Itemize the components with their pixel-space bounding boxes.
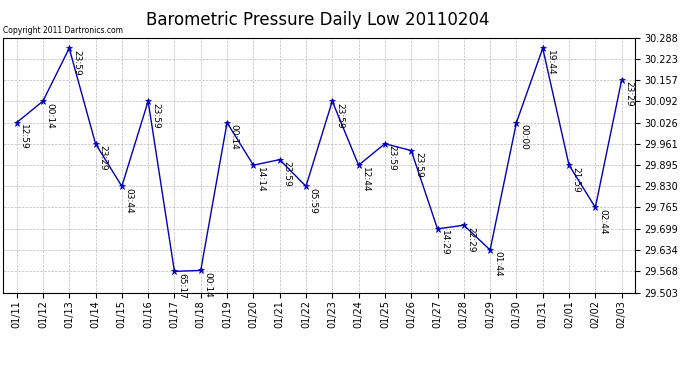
- Text: 23:59: 23:59: [335, 102, 344, 128]
- Text: 23:59: 23:59: [151, 102, 160, 128]
- Text: 21:59: 21:59: [572, 166, 581, 192]
- Text: 03:44: 03:44: [125, 188, 134, 213]
- Text: 00:14: 00:14: [204, 272, 213, 297]
- Text: 12:44: 12:44: [362, 166, 371, 192]
- Text: 01:44: 01:44: [493, 251, 502, 277]
- Text: 14:29: 14:29: [440, 230, 449, 256]
- Text: 14:14: 14:14: [256, 166, 265, 192]
- Text: 23:29: 23:29: [98, 145, 108, 171]
- Text: 02:44: 02:44: [598, 209, 607, 234]
- Text: 00:14: 00:14: [46, 102, 55, 128]
- Text: 23:59: 23:59: [72, 50, 81, 75]
- Text: Copyright 2011 Dartronics.com: Copyright 2011 Dartronics.com: [3, 26, 124, 35]
- Text: 23:59: 23:59: [414, 152, 423, 178]
- Text: 65:17: 65:17: [177, 273, 186, 298]
- Text: 12:59: 12:59: [19, 124, 28, 150]
- Text: 23:59: 23:59: [282, 161, 291, 187]
- Text: 22:29: 22:29: [466, 226, 475, 252]
- Text: 00:00: 00:00: [519, 124, 529, 150]
- Text: 05:59: 05:59: [308, 188, 318, 213]
- Text: 19:44: 19:44: [546, 50, 555, 75]
- Text: Barometric Pressure Daily Low 20110204: Barometric Pressure Daily Low 20110204: [146, 11, 489, 29]
- Text: 23:29: 23:29: [624, 81, 633, 107]
- Text: 00:14: 00:14: [230, 124, 239, 150]
- Text: 23:59: 23:59: [388, 145, 397, 171]
